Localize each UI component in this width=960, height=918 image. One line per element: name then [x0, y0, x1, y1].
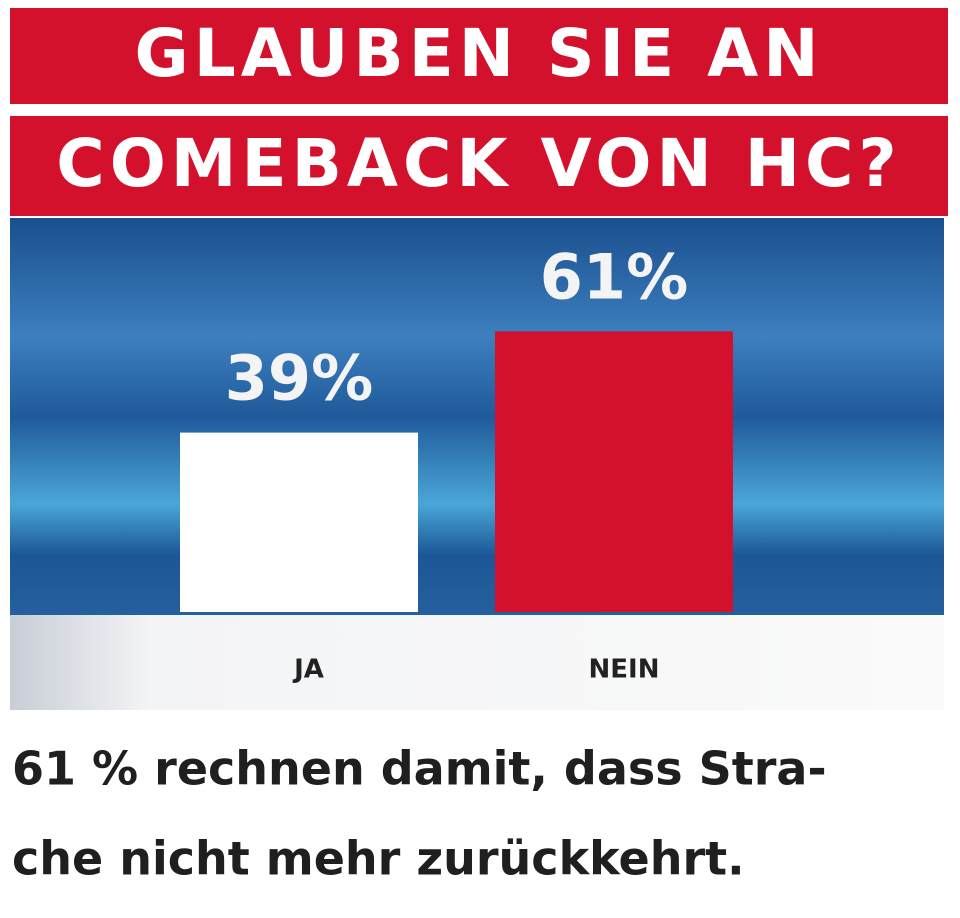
bar: [180, 432, 418, 612]
value-label: 39%: [225, 342, 373, 415]
chart-title: GLAUBEN SIE AN: [135, 15, 824, 92]
x-tick-label: JA: [292, 655, 324, 685]
title-band: [10, 8, 948, 104]
x-tick-label: NEIN: [589, 655, 660, 685]
chart-background: [10, 218, 944, 615]
chart-title: COMEBACK VON HC?: [56, 125, 901, 202]
title-band: [10, 116, 948, 216]
value-label: 61%: [540, 240, 688, 313]
bar: [495, 331, 733, 612]
label-strip: [10, 615, 944, 710]
caption: 61 % rechnen damit, dass Stra-: [12, 742, 827, 796]
caption: che nicht mehr zurückkehrt.: [12, 832, 745, 886]
